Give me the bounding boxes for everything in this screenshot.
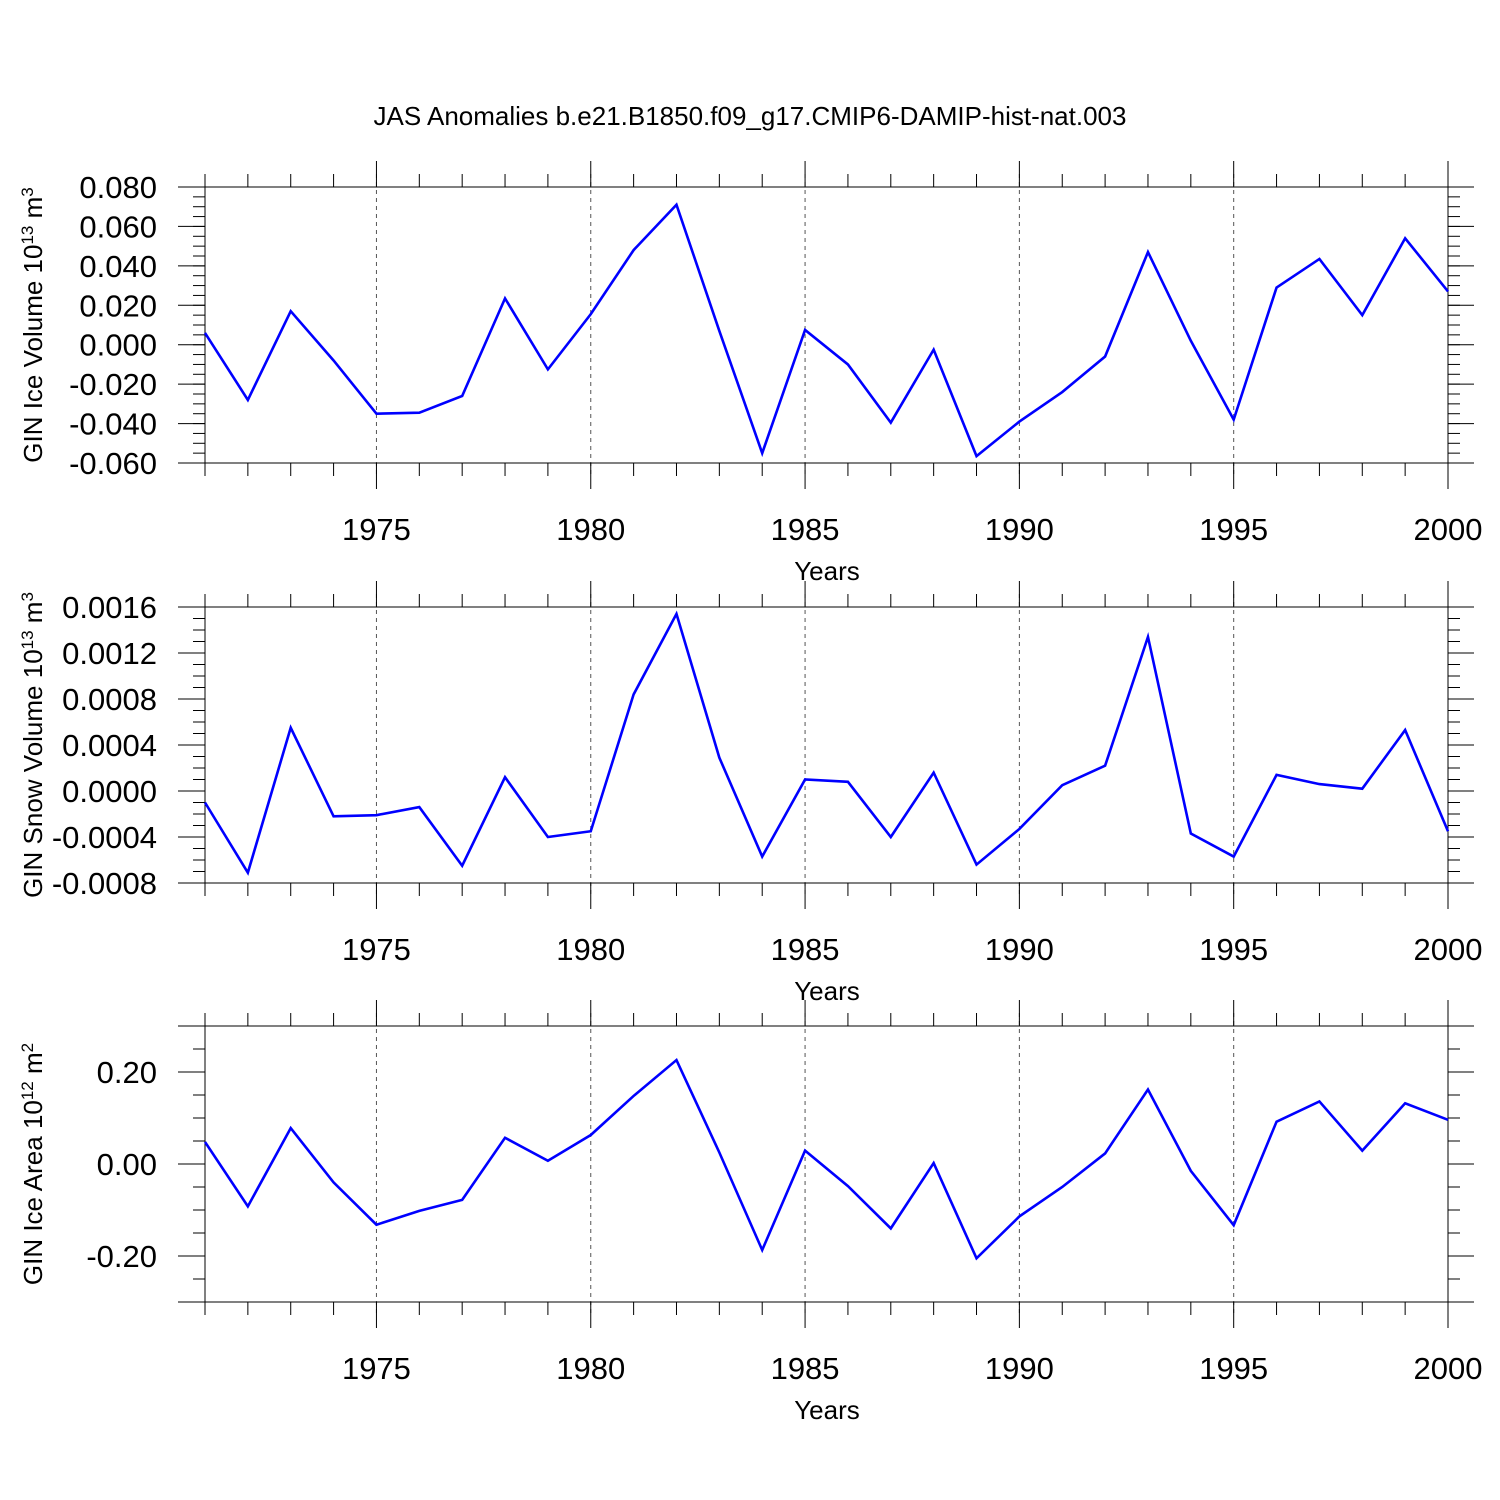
- y-axis-label-unit: m: [18, 1052, 48, 1081]
- y-axis-label-unit-exponent: 3: [18, 187, 37, 196]
- x-axis-label: Years: [794, 1395, 860, 1425]
- y-tick-label: 0.0008: [62, 682, 157, 717]
- data-series-line: [203, 202, 1450, 459]
- x-tick-label: 1985: [771, 932, 840, 967]
- data-series-line: [203, 1057, 1449, 1261]
- y-axis-label-text: GIN Ice Area 10: [18, 1100, 48, 1285]
- x-tick-label: 2000: [1414, 1351, 1483, 1386]
- y-tick-label: -0.20: [86, 1239, 157, 1274]
- x-tick-label: 1995: [1199, 1351, 1268, 1386]
- figure-title: JAS Anomalies b.e21.B1850.f09_g17.CMIP6-…: [374, 101, 1127, 131]
- x-tick-label: 1980: [556, 1351, 625, 1386]
- x-tick-label: 1995: [1199, 512, 1268, 547]
- y-axis-label-exponent: 12: [18, 1081, 37, 1100]
- y-tick-label: 0.0016: [62, 590, 157, 625]
- y-tick-label: 0.00: [97, 1147, 157, 1182]
- y-tick-label: -0.060: [69, 446, 157, 481]
- y-tick-label: 0.20: [97, 1055, 157, 1090]
- y-axis-label-text: GIN Snow Volume 10: [18, 649, 48, 898]
- x-tick-label: 2000: [1414, 932, 1483, 967]
- data-series-line: [203, 610, 1450, 876]
- y-tick-label: -0.020: [69, 367, 157, 402]
- x-tick-label: 1985: [771, 1351, 840, 1386]
- x-tick-label: 1995: [1199, 932, 1268, 967]
- y-axis-label-unit: m: [18, 602, 48, 631]
- y-tick-label: 0.0012: [62, 636, 157, 671]
- y-axis-label: GIN Ice Volume 1013 m3: [18, 187, 49, 463]
- x-axis-label: Years: [794, 976, 860, 1006]
- y-tick-label: 0.020: [79, 288, 157, 323]
- y-tick-label: 0.0004: [62, 728, 157, 763]
- x-tick-label: 1980: [556, 932, 625, 967]
- y-tick-label: 0.000: [79, 328, 157, 363]
- y-tick-label: -0.0008: [52, 866, 157, 901]
- x-tick-label: 1975: [342, 1351, 411, 1386]
- x-tick-label: 1985: [771, 512, 840, 547]
- x-tick-label: 1990: [985, 1351, 1054, 1386]
- y-axis-label-exponent: 13: [18, 226, 37, 245]
- y-tick-label: -0.0004: [52, 820, 157, 855]
- y-axis-label: GIN Snow Volume 1013 m3: [18, 592, 49, 898]
- y-axis-label-unit-exponent: 3: [18, 592, 37, 601]
- y-tick-label: -0.040: [69, 407, 157, 442]
- x-axis-label: Years: [794, 556, 860, 586]
- chart-panel-1: -0.060 -0.040 -0.020 0.000 0.020 0.040 0.060 0.…: [18, 161, 1483, 586]
- x-tick-label: 2000: [1414, 512, 1483, 547]
- x-tick-label: 1975: [342, 932, 411, 967]
- y-tick-label: 0.080: [79, 170, 157, 205]
- y-tick-label: 0.0000: [62, 774, 157, 809]
- y-axis-label-unit: m: [18, 197, 48, 226]
- y-axis-label-exponent: 13: [18, 630, 37, 649]
- y-tick-label: 0.060: [79, 209, 157, 244]
- x-tick-label: 1975: [342, 512, 411, 547]
- x-tick-label: 1990: [985, 512, 1054, 547]
- y-axis-label: GIN Ice Area 1012 m2: [18, 1043, 49, 1285]
- chart-panel-2: -0.0008 -0.0004 0.0000 0.0004 0.0008 0.0012 0.…: [18, 581, 1483, 1006]
- y-tick-label: 0.040: [79, 249, 157, 284]
- y-axis-label-unit-exponent: 2: [18, 1043, 37, 1052]
- x-tick-label: 1980: [556, 512, 625, 547]
- chart-panel-3: -0.20 0.00 0.20 1975 1980 1985 1990 1995 2000 Yea…: [18, 1000, 1483, 1425]
- x-tick-label: 1990: [985, 932, 1054, 967]
- y-axis-label-text: GIN Ice Volume 10: [18, 245, 48, 463]
